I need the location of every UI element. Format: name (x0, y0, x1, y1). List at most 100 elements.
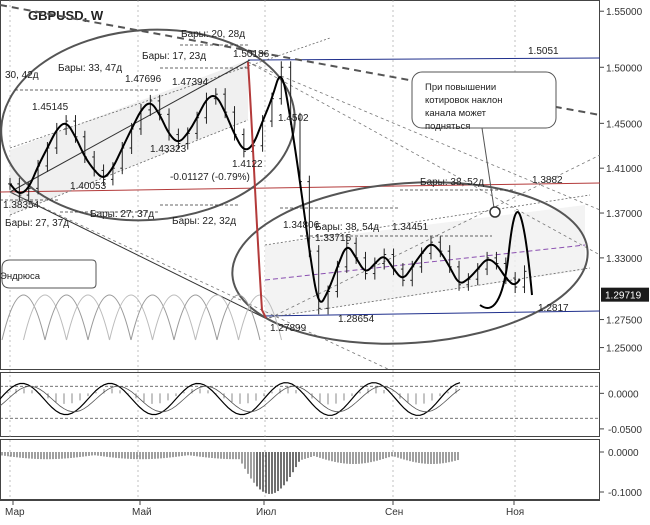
y-tick-label: 1.45000 (606, 119, 643, 130)
current-price-box (601, 287, 649, 302)
left-lower-line (9, 119, 249, 216)
callout-line: котировок наклон (425, 95, 503, 106)
price-label: 1.40053 (70, 181, 107, 192)
callout-line: При повышении (425, 82, 496, 93)
andrews-callout: Эндрюса (0, 271, 41, 282)
price-panel-frame (0, 0, 600, 370)
osc1-main-line (0, 382, 461, 416)
y-tick-label: 1.41000 (606, 164, 643, 175)
x-tick-label: Сен (385, 507, 403, 518)
target-marker (489, 206, 501, 218)
andrews-line-3 (9, 191, 391, 370)
andrews-line-1 (9, 59, 251, 193)
right-callout: При повышении котировок наклон канала мо… (411, 71, 557, 218)
price-bars (8, 61, 533, 315)
resistance-line (247, 57, 600, 61)
y-tick-label: 1.50000 (606, 63, 643, 74)
y-tick-label: -0.0500 (608, 425, 642, 436)
y-tick-label: 1.25000 (606, 344, 643, 355)
trend-lines (0, 4, 600, 370)
right-channel-fill (265, 205, 585, 318)
fan-line-2 (247, 61, 600, 256)
bar-count-labels: Бары: 20, 28д Бары: 17, 23д Бары: 33, 47… (0, 29, 515, 237)
cycle-arc (216, 294, 261, 341)
x-tick-label: Ноя (506, 507, 524, 518)
y-tick-label: -0.1000 (608, 488, 642, 499)
lower-blue-line (261, 310, 600, 317)
cycle-arc (109, 294, 153, 341)
price-labels: 1.50186 1.47696 1.47394 1.45145 1.43323 … (3, 46, 569, 334)
bar-count-label: Бары: 22, 32д (172, 216, 236, 227)
price-label: 1.33715 (315, 233, 352, 244)
x-tick-label: Июл (256, 507, 276, 518)
change-label: -0.01127 (-0.79%) (170, 172, 250, 183)
price-label: 1.45145 (32, 102, 69, 113)
cycle-arc (152, 294, 196, 341)
cycle-arc (23, 294, 67, 341)
right-ellipse (231, 181, 589, 345)
price-label: 1.43323 (150, 144, 187, 155)
y-tick-label: 1.27500 (606, 316, 643, 327)
y-tick-label: 1.55000 (606, 7, 643, 18)
decline-path (247, 61, 267, 319)
callout-line: подняться (425, 121, 470, 132)
y-tick-label: 1.37000 (606, 209, 643, 220)
x-tick-label: Май (132, 507, 152, 518)
right-upper-line (264, 194, 591, 246)
cycle-arc (173, 294, 218, 341)
cycle-arc (195, 294, 239, 341)
price-label: 1.50186 (233, 49, 270, 60)
price-label: 1.47394 (172, 77, 209, 88)
bar-count-label: Бары: 38, 52д (420, 177, 484, 188)
price-label: 1.27899 (270, 323, 307, 334)
current-price-label: 1.29719 (605, 291, 642, 302)
oscillator-2-frame (0, 439, 600, 500)
x-tick-label: Мар (5, 507, 25, 518)
wave-curve (9, 76, 521, 303)
y-tick-label: 0.0000 (608, 448, 639, 459)
bar-count-label: Бары: 27, 37д (5, 218, 69, 229)
bar-count-label: Бары: 20, 28д (181, 29, 245, 40)
x-axis: Мар Май Июл Сен Ноя (5, 500, 524, 518)
osc1-signal-line (0, 385, 461, 413)
oscillator-y-axis: 0.0000 -0.0500 0.0000 -0.1000 (600, 389, 642, 499)
callout-line: канала может (425, 108, 487, 119)
cycle-curves (1, 294, 282, 341)
left-ellipse (0, 28, 296, 222)
y-tick-label: 1.33000 (606, 254, 643, 265)
price-label: 1.2817 (538, 303, 569, 314)
price-y-axis: 1.55000 1.50000 1.45000 1.41000 1.37000 1.330… (600, 7, 643, 355)
price-label: 1.34451 (392, 222, 429, 233)
oscillator-1 (0, 382, 600, 419)
channel-mid-line (264, 244, 586, 281)
channel-shading (10, 60, 585, 318)
bar-count-label: Бары: 38, 54д (315, 222, 379, 233)
left-channel-fill (10, 60, 248, 215)
price-label: 1.28654 (338, 314, 375, 325)
bar-count-label: 30, 42д (5, 70, 39, 81)
oscillator-1-frame (0, 372, 600, 437)
cycle-arc (44, 294, 89, 341)
bar-count-label: Бары: 33, 47д (58, 63, 122, 74)
oscillator-2 (1, 452, 459, 494)
cycle-arc (1, 294, 46, 341)
price-label: 1.4502 (278, 113, 309, 124)
cycle-arc (130, 294, 175, 341)
chart-title: GBPUSD, W (28, 8, 104, 23)
andrews-line-2 (9, 191, 266, 319)
price-label: 1.47696 (125, 74, 162, 85)
price-label: 1.3882 (532, 175, 563, 186)
bar-count-label: Бары: 17, 23д (142, 51, 206, 62)
cycle-arc (238, 294, 282, 341)
right-lower-line (264, 267, 591, 319)
projection-curve (479, 211, 533, 309)
fan-line-1 (247, 61, 600, 211)
cycle-arc (87, 294, 132, 341)
price-label: 1.38354 (3, 200, 40, 211)
left-callout: Эндрюса (0, 259, 97, 289)
price-label: 1.4122 (232, 159, 263, 170)
y-tick-label: 0.0000 (608, 389, 639, 400)
price-label: 1.5051 (528, 46, 559, 57)
price-label: 1.34806 (283, 220, 320, 231)
